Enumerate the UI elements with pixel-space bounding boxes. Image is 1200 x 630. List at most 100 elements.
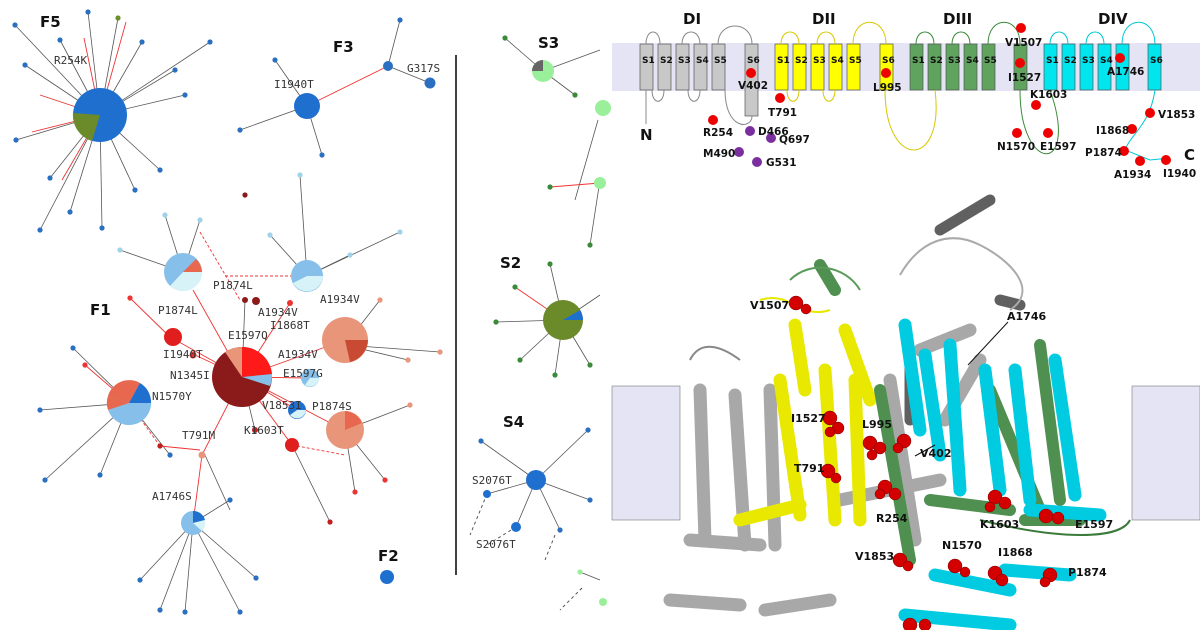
mutation-label-n1345i: N1345I [170, 369, 210, 382]
struct-label-v1507: V1507 [750, 299, 789, 312]
topo-label-d466: D466 [758, 126, 789, 138]
f1-leaf-nodes [37, 172, 443, 615]
s3-red-edge [549, 182, 601, 188]
topology-diagram-panel: DI DII DIII DIV [612, 0, 1200, 181]
membrane-slab-right [1131, 385, 1200, 521]
pie-node-v1853i [288, 401, 306, 419]
pie-node-a1934v [291, 260, 323, 292]
mutation-label-r254k: R254K [54, 54, 87, 67]
f2-node [380, 570, 394, 584]
seg-diii-s2: S2 [930, 56, 943, 66]
mutation-label-t791m: T791M [182, 429, 215, 442]
family-label-f3: F3 [333, 38, 354, 56]
topo-label-v1507: V1507 [1005, 37, 1042, 49]
mutation-label-p1874s: P1874S [312, 400, 352, 413]
pie-node-k1603t [285, 438, 299, 452]
topology-mutation-labels: V1507 V402 I1527 A1746 T791 L995 K1603 V… [640, 37, 1196, 181]
structure-helices-cyan [898, 318, 1107, 630]
topo-label-g531: G531 [766, 157, 797, 169]
mutation-label-a1934v-b: A1934V [320, 293, 360, 306]
seg-div-s6: S6 [1150, 56, 1163, 66]
topo-label-t791: T791 [768, 107, 797, 119]
topo-label-k1603: K1603 [1030, 89, 1067, 101]
pie-node-i1940t-f1 [164, 328, 182, 346]
seg-dii-s3: S3 [813, 56, 826, 66]
seg-dii-s5: S5 [849, 56, 862, 66]
seg-di-s2: S2 [660, 56, 673, 66]
topo-label-a1934: A1934 [1114, 169, 1151, 181]
struct-label-i1868: I1868 [998, 546, 1033, 559]
mutation-label-p1874l-b: P1874L [158, 304, 198, 317]
topo-label-i1868: I1868 [1096, 125, 1129, 137]
s4-dashed-edges [469, 493, 583, 611]
segment-labels: S1 S2 S3 S4 S5 S6 S1 S2 S3 S4 S5 S6 S1 S… [642, 56, 1163, 66]
topology-loops [645, 21, 1171, 161]
node-a1934v-small [252, 297, 260, 305]
seg-diii-s3: S3 [948, 56, 961, 66]
struct-label-e1597: E1597 [1075, 518, 1113, 531]
structure-helices-yellow [733, 318, 877, 527]
mutation-label-i1940t-f1: I1940T [163, 348, 203, 361]
s4-nodes [478, 427, 607, 606]
domain-label-diii: DIII [943, 10, 972, 28]
seg-dii-s6: S6 [882, 56, 895, 66]
a1746-leader-line [967, 321, 1009, 366]
struct-label-p1874: P1874 [1068, 566, 1107, 579]
family-label-f1: F1 [90, 301, 111, 319]
struct-label-l995: L995 [862, 418, 892, 431]
s2-nodes [493, 261, 593, 378]
struct-label-n1570: N1570 [942, 539, 982, 552]
strain-label-s2: S2 [500, 254, 521, 272]
mutation-label-a1746s: A1746S [152, 490, 192, 503]
topo-label-e1597: E1597 [1040, 141, 1076, 153]
v402-leader-line [914, 444, 936, 457]
struct-label-i1527: I1527 [791, 412, 826, 425]
mutation-label-s2076t-b: S2076T [476, 538, 516, 551]
membrane-slab-left [611, 385, 681, 521]
haplotype-network-panel: F5 R254K F3 I1940T G317S [12, 9, 611, 615]
seg-diii-s4: S4 [966, 56, 979, 66]
struct-label-r254: R254 [876, 512, 908, 525]
s3-nodes [502, 35, 611, 248]
pie-node-a1746s [181, 510, 206, 535]
domain-diii-helices [909, 43, 1028, 91]
topology-mutation-dots [708, 23, 1171, 167]
topo-label-q697: Q697 [779, 134, 810, 146]
mutation-label-e1597g: E1597G [283, 367, 323, 380]
pie-node-p1874l [164, 253, 203, 292]
pie-node-p1874s [326, 411, 364, 449]
structure-loops [689, 237, 1131, 536]
topo-label-i1940: I1940 [1163, 168, 1196, 180]
f3-red-edge [306, 65, 389, 107]
topo-terminus-c: C [1184, 146, 1195, 164]
seg-diii-s1: S1 [912, 56, 925, 66]
seg-dii-s2: S2 [795, 56, 808, 66]
s4-edges [480, 429, 601, 581]
topo-label-m490: M490 [703, 148, 735, 160]
mutation-label-i1940t-f3: I1940T [274, 78, 314, 91]
seg-di-s1: S1 [642, 56, 655, 66]
topo-label-i1527: I1527 [1008, 72, 1041, 84]
mutation-label-g317s: G317S [407, 62, 440, 75]
mutation-label-a1934v-c: A1934V [278, 348, 318, 361]
seg-di-s3: S3 [678, 56, 691, 66]
topo-terminus-n: N [640, 126, 653, 144]
struct-label-v402: V402 [920, 447, 951, 460]
pie-node-f1-hub [212, 346, 273, 407]
structure-mutation-spheres [788, 295, 1065, 630]
seg-dii-s4: S4 [831, 56, 844, 66]
f5-leaf-nodes [12, 9, 213, 233]
mutation-label-e1597q: E1597Q [228, 329, 268, 342]
struct-label-t791: T791 [794, 462, 824, 475]
structure-labels: V1507 A1746 I1527 L995 V402 T791 R254 K1… [750, 299, 1113, 579]
struct-label-v1853: V1853 [855, 550, 894, 563]
mutation-label-i1868t: I1868T [270, 319, 310, 332]
mutation-label-k1603t: K1603T [244, 424, 284, 437]
topo-label-l995: L995 [873, 82, 902, 94]
struct-label-k1603: K1603 [980, 518, 1019, 531]
topo-label-n1570: N1570 [997, 141, 1035, 153]
seg-diii-s5: S5 [984, 56, 997, 66]
mutation-label-a1934v-a: A1934V [258, 306, 298, 319]
topo-label-a1746: A1746 [1107, 66, 1144, 78]
pie-node-i1868t-branch [322, 317, 368, 363]
